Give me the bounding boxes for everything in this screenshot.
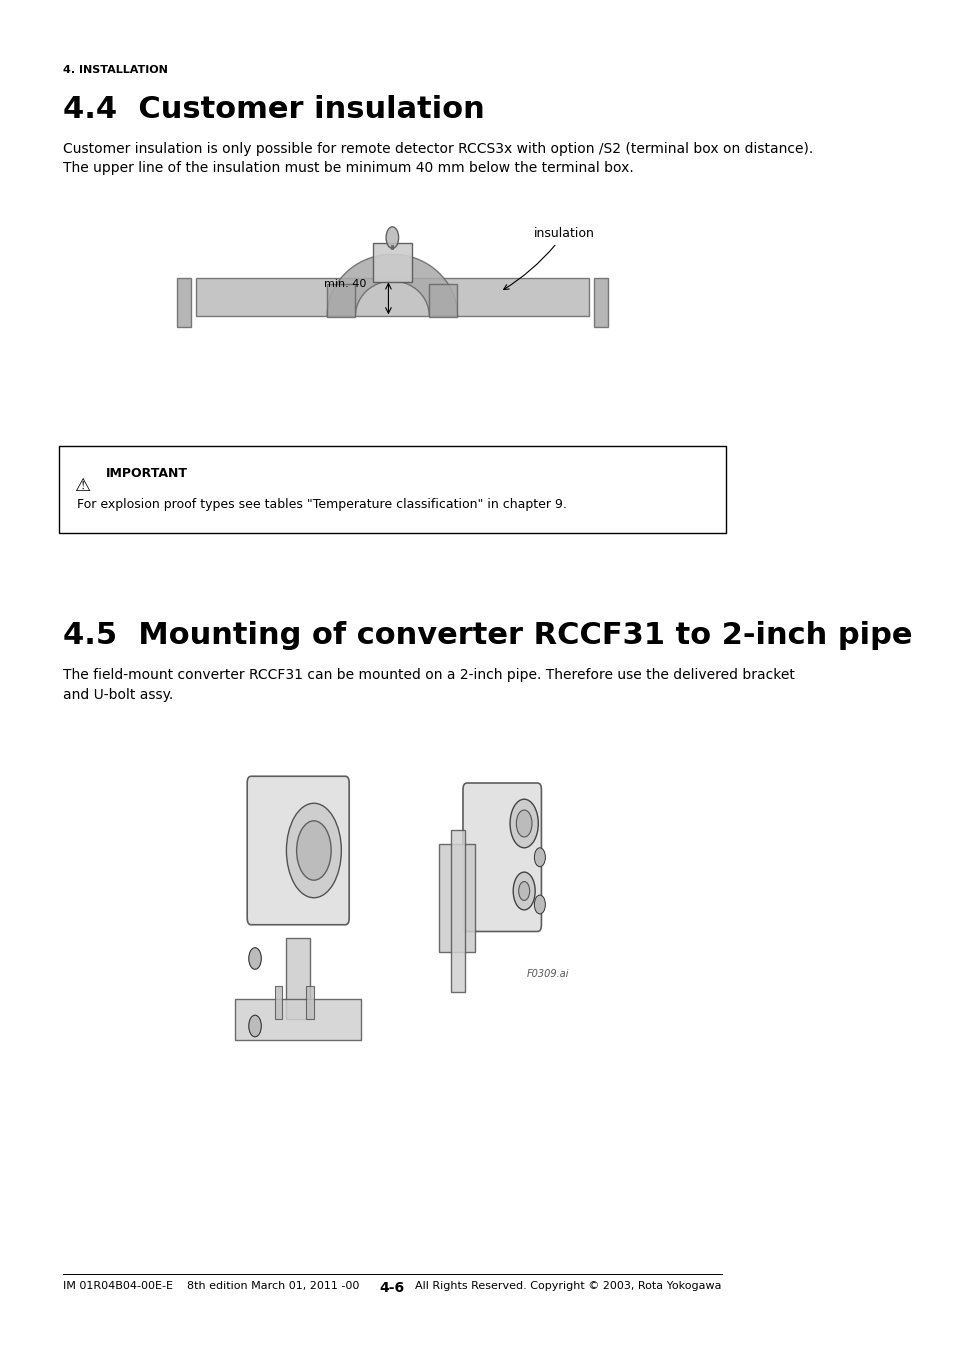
Text: min. 40: min. 40 — [324, 279, 366, 289]
Text: ⚠: ⚠ — [74, 477, 91, 494]
Text: 4-6: 4-6 — [379, 1281, 404, 1295]
Circle shape — [296, 821, 331, 880]
Circle shape — [534, 895, 545, 914]
Text: For explosion proof types see tables "Temperature classification" in chapter 9.: For explosion proof types see tables "Te… — [77, 498, 566, 510]
FancyBboxPatch shape — [59, 446, 725, 533]
Text: The field-mount converter RCCF31 can be mounted on a 2-inch pipe. Therefore use : The field-mount converter RCCF31 can be … — [63, 668, 794, 702]
Text: F0309.ai: F0309.ai — [526, 969, 568, 979]
Text: Customer insulation is only possible for remote detector RCCS3x with option /S2 : Customer insulation is only possible for… — [63, 142, 812, 176]
Text: insulation: insulation — [503, 227, 594, 289]
Circle shape — [386, 227, 398, 248]
Text: 4.4  Customer insulation: 4.4 Customer insulation — [63, 95, 484, 123]
Circle shape — [510, 799, 537, 848]
FancyBboxPatch shape — [196, 278, 588, 316]
FancyBboxPatch shape — [306, 986, 314, 1019]
FancyBboxPatch shape — [594, 278, 607, 327]
Text: IM 01R04B04-00E-E    8th edition March 01, 2011 -00: IM 01R04B04-00E-E 8th edition March 01, … — [63, 1281, 358, 1291]
FancyBboxPatch shape — [235, 999, 360, 1040]
FancyBboxPatch shape — [176, 278, 191, 327]
Text: IMPORTANT: IMPORTANT — [106, 467, 188, 479]
Circle shape — [513, 872, 535, 910]
Text: All Rights Reserved. Copyright © 2003, Rota Yokogawa: All Rights Reserved. Copyright © 2003, R… — [415, 1281, 721, 1291]
FancyBboxPatch shape — [327, 284, 355, 317]
Circle shape — [534, 848, 545, 867]
FancyBboxPatch shape — [439, 844, 475, 952]
Circle shape — [286, 803, 341, 898]
FancyBboxPatch shape — [247, 776, 349, 925]
Circle shape — [518, 882, 529, 900]
Circle shape — [249, 948, 261, 969]
FancyBboxPatch shape — [462, 783, 541, 932]
FancyBboxPatch shape — [373, 243, 411, 282]
Text: 4.5  Mounting of converter RCCF31 to 2-inch pipe: 4.5 Mounting of converter RCCF31 to 2-in… — [63, 621, 911, 649]
FancyBboxPatch shape — [274, 986, 282, 1019]
Circle shape — [516, 810, 532, 837]
Polygon shape — [327, 254, 457, 316]
FancyBboxPatch shape — [429, 284, 457, 317]
Text: 4. INSTALLATION: 4. INSTALLATION — [63, 65, 168, 74]
Circle shape — [249, 1015, 261, 1037]
FancyBboxPatch shape — [286, 938, 310, 1019]
FancyBboxPatch shape — [451, 830, 465, 992]
